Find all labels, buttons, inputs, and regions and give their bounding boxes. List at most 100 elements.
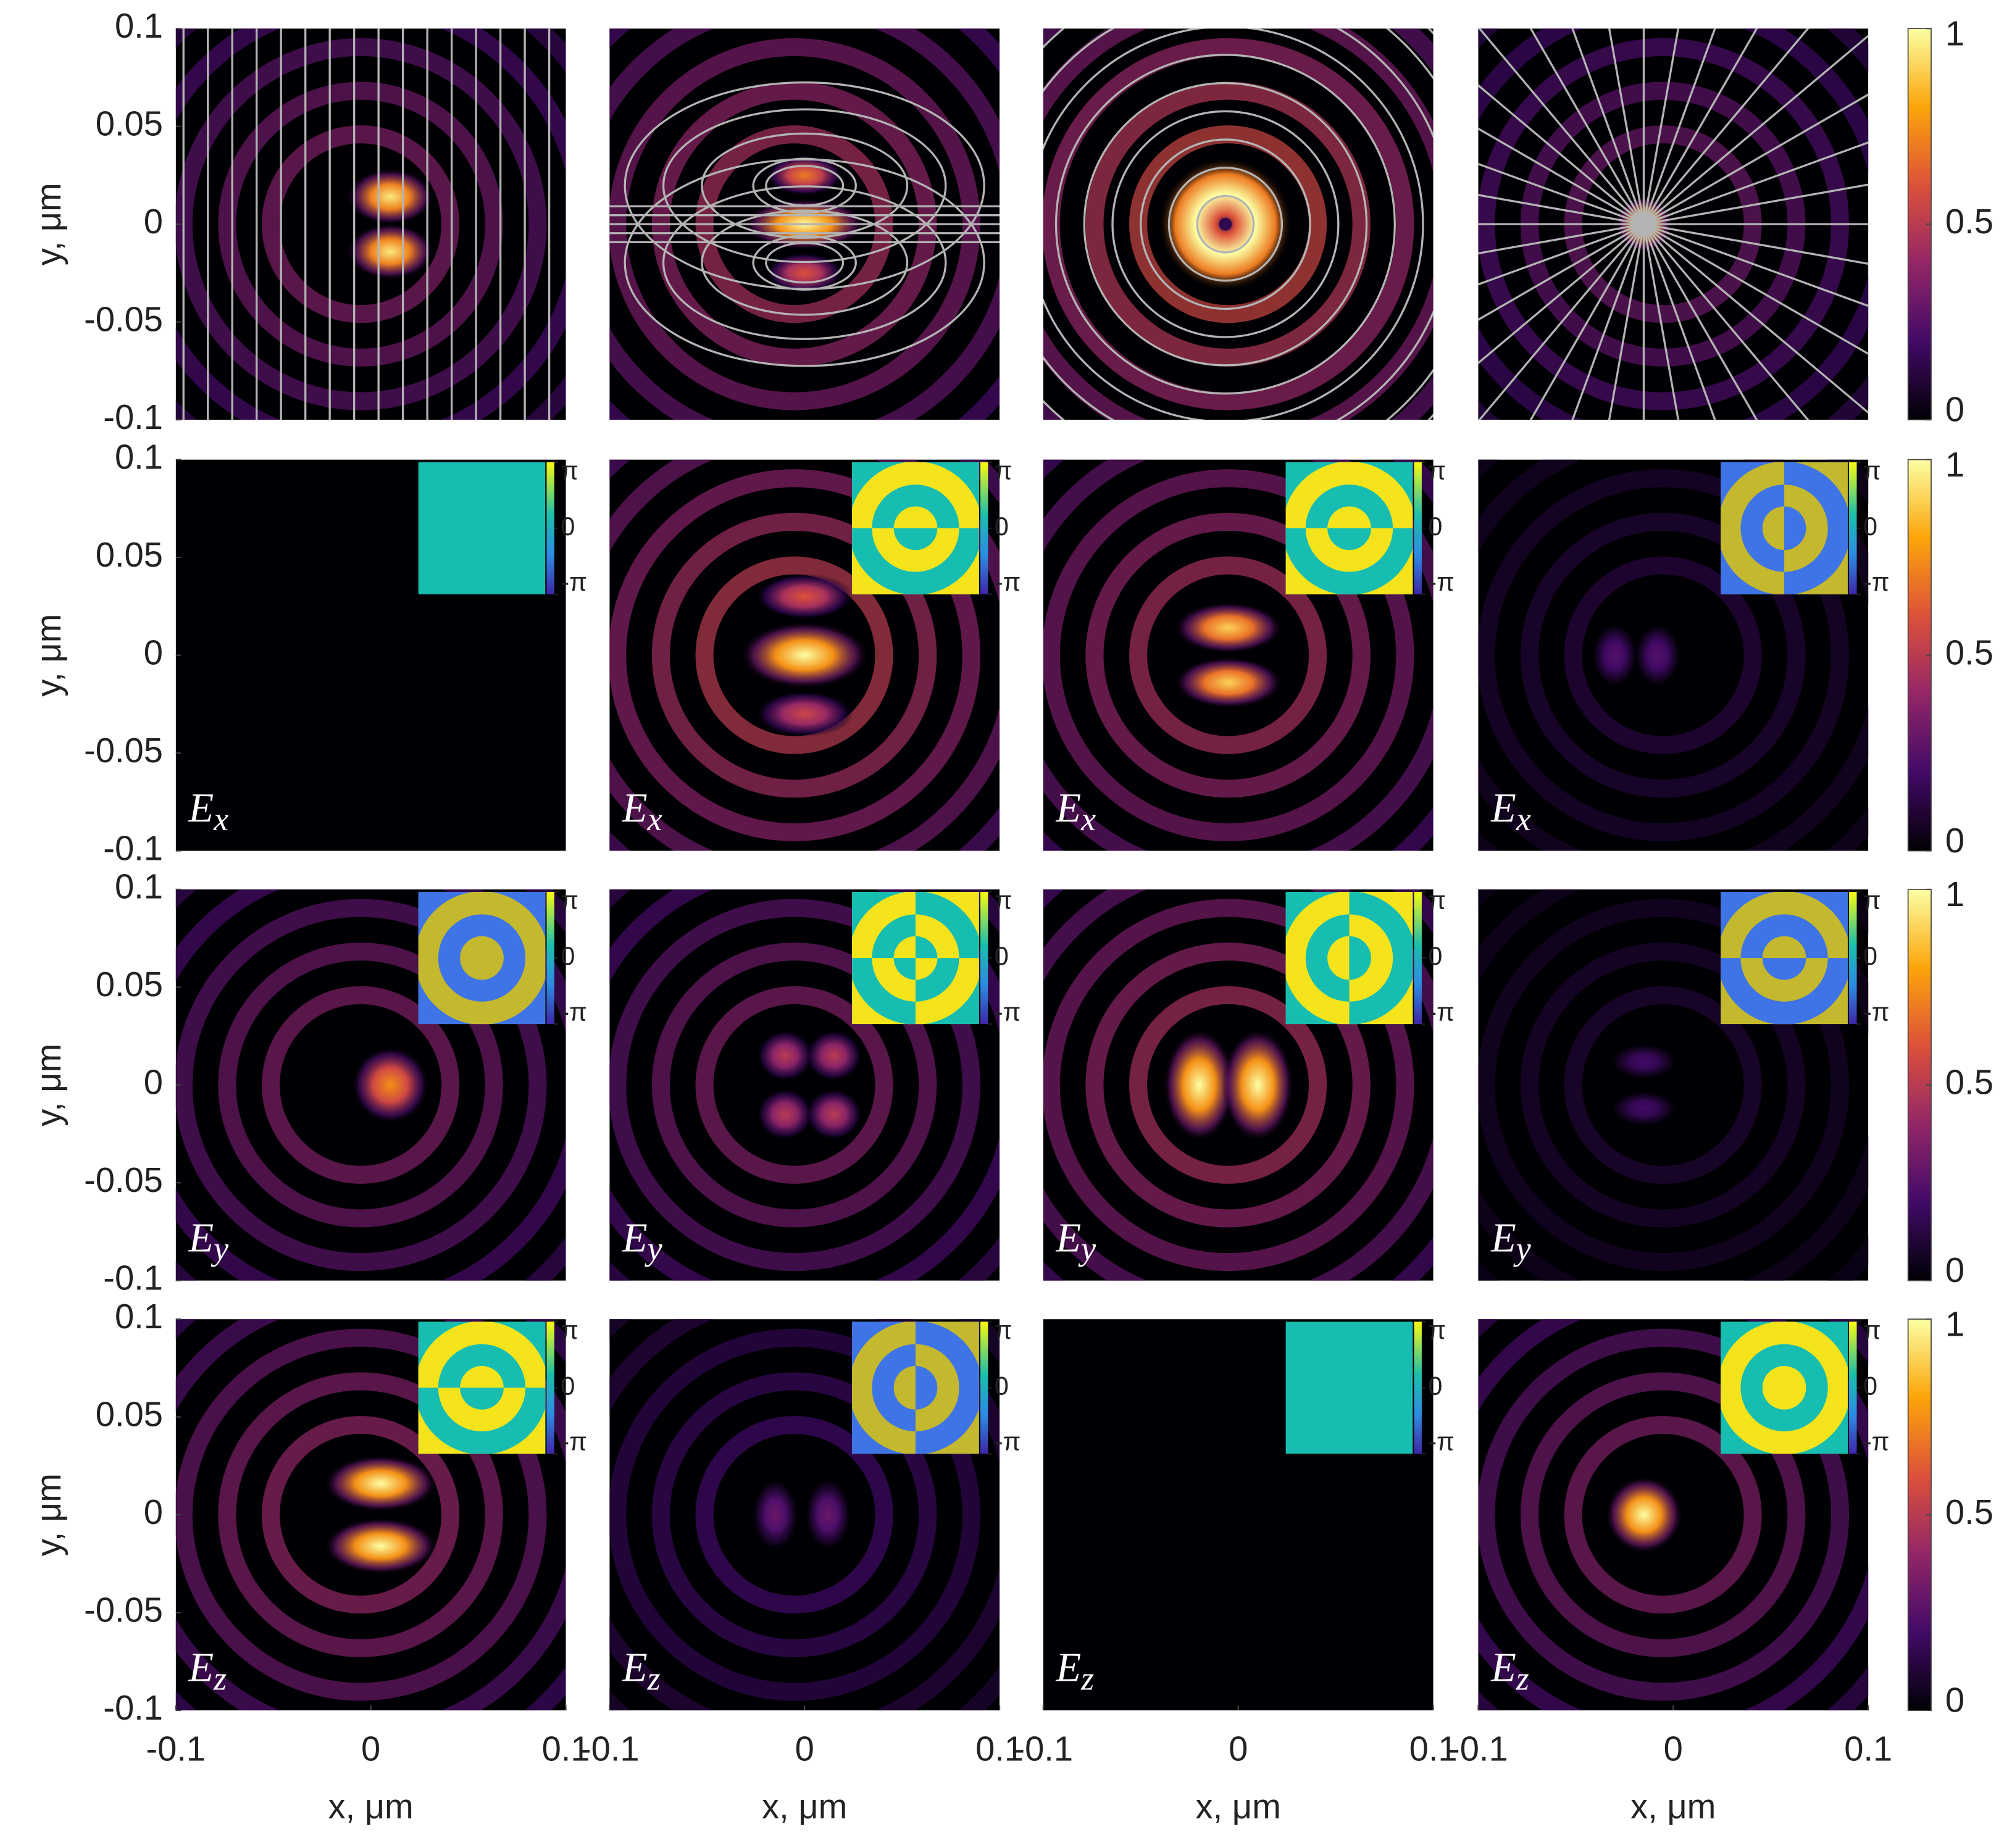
phase-background — [418, 462, 546, 594]
heatmap-panel — [1478, 889, 1869, 1281]
component-label: Ey — [1056, 1216, 1096, 1268]
y-axis-label: y, μm — [29, 1044, 68, 1126]
y-tick-label: 0.05 — [96, 965, 163, 1004]
intensity-lobe — [804, 1478, 851, 1551]
intensity-lobe — [740, 622, 869, 689]
intensity-lobe — [805, 1030, 862, 1081]
phase-ring — [460, 936, 504, 980]
x-tick-label: -0.1 — [146, 1729, 206, 1768]
label-subscript: y — [1513, 1230, 1531, 1267]
streamline — [1643, 223, 1869, 307]
component-label: Ey — [622, 1216, 662, 1268]
phase-inset — [1721, 892, 1848, 1025]
heatmap-panel — [175, 1319, 566, 1711]
x-axis-label: x, μm — [762, 1787, 847, 1826]
intensity-ring — [175, 899, 547, 1272]
colorbar-tick-label: 0.5 — [1945, 202, 1993, 241]
x-tick-label: 0 — [1664, 1729, 1683, 1768]
phase-ring — [1762, 1366, 1806, 1410]
phase-tick-label: -π — [995, 1427, 1021, 1456]
intensity-lobe — [346, 169, 434, 225]
label-symbol: E — [1490, 786, 1516, 831]
x-axis-label: x, μm — [1196, 1787, 1281, 1826]
intensity-lobe — [1634, 623, 1681, 688]
phase-half — [915, 1321, 979, 1454]
component-label: Ez — [188, 1646, 227, 1697]
intensity-ring — [1085, 943, 1371, 1228]
phase-inset — [418, 1321, 546, 1454]
phase-tick-label: π — [1428, 456, 1446, 485]
phase-tick-label: -π — [1863, 997, 1890, 1026]
intensity-ring — [1129, 125, 1327, 323]
colorbar-tick-label: 1 — [1945, 1304, 1964, 1343]
y-tick-label: 0.1 — [115, 1297, 163, 1336]
intensity-ring — [1478, 1328, 1849, 1701]
intensity-ring — [262, 1416, 460, 1614]
label-subscript: y — [645, 1230, 662, 1267]
streamline — [701, 132, 909, 239]
streamline — [1571, 28, 1645, 225]
intensity-lobe — [1174, 657, 1283, 709]
label-symbol: E — [1056, 786, 1082, 831]
intensity-ring — [1085, 81, 1371, 367]
label-symbol: E — [1490, 1216, 1516, 1261]
intensity-ring — [1478, 899, 1849, 1272]
streamline — [1608, 28, 1645, 225]
component-label: Ez — [1056, 1646, 1095, 1697]
intensity-lobe — [1605, 1476, 1683, 1554]
streamline — [1140, 138, 1311, 310]
component-label: Ez — [622, 1646, 661, 1697]
phase-tick-label: 0 — [561, 1371, 575, 1400]
phase-colorbar — [1849, 462, 1857, 594]
colorbar-tick-label: 1 — [1945, 445, 1964, 484]
phase-tick-label: π — [995, 1315, 1012, 1344]
heatmap-panel — [1043, 28, 1434, 420]
phase-tick-label: π — [1863, 886, 1881, 915]
streamline — [1083, 81, 1368, 367]
streamline — [765, 241, 845, 284]
phase-tick-label: -π — [561, 1427, 587, 1456]
phase-tick-label: 0 — [1863, 1371, 1877, 1400]
component-label: Ex — [622, 786, 662, 838]
heatmap-panel — [175, 28, 566, 420]
streamline — [1643, 223, 1869, 265]
streamline — [1571, 223, 1645, 420]
label-subscript: x — [213, 801, 228, 838]
x-tick-label: 0.1 — [1409, 1729, 1458, 1768]
x-tick-label: -0.1 — [580, 1729, 640, 1768]
phase-inset — [418, 892, 546, 1025]
intensity-ring — [695, 556, 893, 754]
phase-colorbar — [546, 462, 554, 594]
phase-tick-label: -π — [1428, 567, 1455, 596]
phase-tick-label: π — [1863, 456, 1881, 485]
y-tick-label: -0.1 — [103, 397, 163, 436]
x-tick-label: -0.1 — [1448, 1729, 1508, 1768]
phase-tick-label: 0 — [995, 1371, 1009, 1400]
phase-tick-label: 0 — [995, 941, 1009, 970]
colorbar-tick-label: 0 — [1945, 1680, 1964, 1719]
heatmap-panel — [1478, 28, 1869, 420]
label-symbol: E — [622, 1646, 648, 1691]
phase-tick-label: 0 — [1428, 941, 1442, 970]
label-symbol: E — [1056, 1216, 1082, 1261]
phase-colorbar — [546, 1321, 554, 1454]
y-tick-label: -0.1 — [103, 1259, 163, 1297]
streamline — [1478, 223, 1645, 321]
y-tick-label: 0.05 — [96, 535, 163, 574]
phase-inset — [852, 892, 979, 1025]
phase-inset — [1285, 1321, 1413, 1454]
heatmap-panel — [609, 459, 1000, 851]
colorbar-tick-label: 0 — [1945, 1251, 1964, 1289]
intensity-ring — [1478, 469, 1849, 841]
intensity-ring — [218, 81, 503, 367]
phase-tick-label: -π — [1863, 567, 1890, 596]
phase-tick-label: π — [995, 456, 1012, 485]
y-tick-label: -0.05 — [84, 1160, 163, 1199]
streamline — [1478, 127, 1645, 225]
phase-tick-label: 0 — [995, 512, 1009, 541]
streamline — [662, 185, 947, 340]
streamline — [1167, 167, 1284, 282]
component-label: Ex — [1056, 786, 1096, 838]
label-symbol: E — [622, 1216, 648, 1261]
colorbar-tick-label: 0 — [1945, 821, 1964, 860]
